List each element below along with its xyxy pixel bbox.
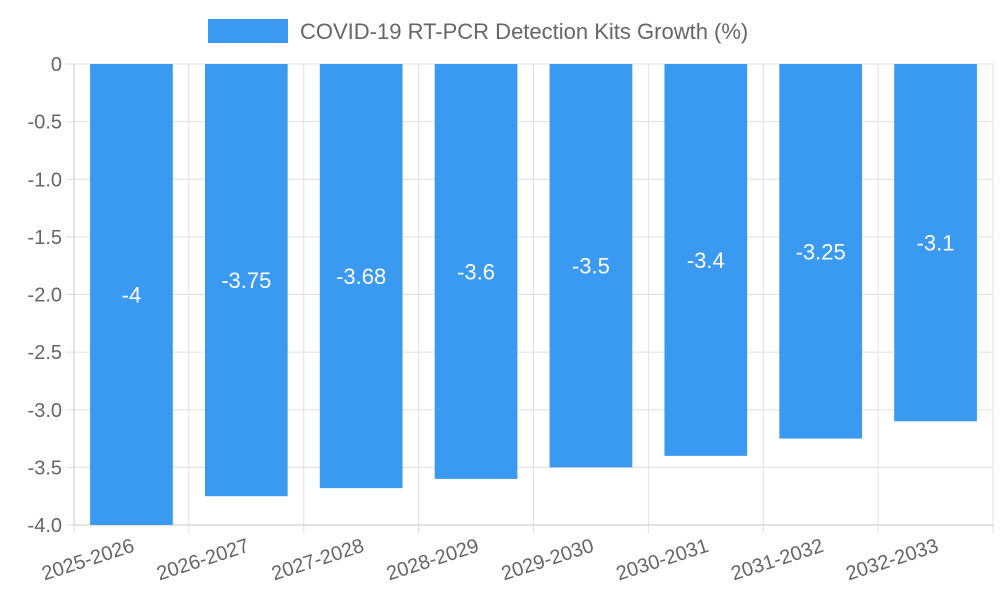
data-label: -3.1	[917, 231, 955, 256]
bar-2026-2027[interactable]	[204, 64, 288, 497]
x-tick-label: 2026-2027	[154, 535, 252, 585]
y-tick-label: -2.5	[28, 342, 62, 364]
data-label: -3.5	[572, 254, 610, 279]
legend-swatch	[208, 19, 288, 43]
x-tick-label: 2027-2028	[269, 535, 367, 585]
x-tick-label: 2029-2030	[499, 535, 597, 585]
bar-2031-2032[interactable]	[779, 64, 863, 439]
x-tick-label: 2032-2033	[843, 535, 941, 585]
y-tick-label: -1.0	[28, 169, 62, 191]
y-tick-label: -4.0	[28, 515, 62, 537]
bar-2028-2029[interactable]	[434, 64, 518, 479]
data-label: -3.75	[221, 268, 271, 293]
data-label: -3.6	[457, 259, 495, 284]
x-tick-label: 2030-2031	[614, 535, 712, 585]
bar-2032-2033[interactable]	[894, 64, 977, 422]
x-axis-tick-labels: 2025-2026 2026-2027 2027-2028 2028-2029 2029…	[39, 535, 941, 585]
bar-2027-2028[interactable]	[319, 64, 403, 489]
y-tick-label: -3.0	[28, 400, 62, 422]
y-axis-tick-labels: 0 -0.5 -1.0 -1.5 -2.0 -2.5 -3.0 -3.5 -4.0	[28, 54, 62, 537]
x-tick-label: 2025-2026	[39, 535, 137, 585]
data-label: -4	[122, 283, 142, 308]
bar-2030-2031[interactable]	[664, 64, 748, 456]
data-label: -3.25	[796, 239, 846, 264]
bar-2029-2030[interactable]	[549, 64, 633, 468]
data-label: -3.4	[687, 248, 725, 273]
x-tick-label: 2031-2032	[728, 535, 826, 585]
y-tick-label: -2.0	[28, 285, 62, 307]
data-label: -3.68	[336, 264, 386, 289]
legend[interactable]: COVID-19 RT-PCR Detection Kits Growth (%…	[208, 19, 748, 44]
y-tick-label: -3.5	[28, 457, 62, 479]
bars	[90, 64, 977, 525]
y-tick-label: 0	[51, 54, 62, 76]
y-tick-label: -1.5	[28, 227, 62, 249]
bar-2025-2026[interactable]	[90, 64, 173, 525]
legend-label: COVID-19 RT-PCR Detection Kits Growth (%…	[300, 19, 748, 44]
x-tick-label: 2028-2029	[384, 535, 482, 585]
y-tick-label: -0.5	[28, 112, 62, 134]
data-labels: -4 -3.75 -3.68 -3.6 -3.5 -3.4 -3.25 -3.1	[122, 231, 955, 308]
